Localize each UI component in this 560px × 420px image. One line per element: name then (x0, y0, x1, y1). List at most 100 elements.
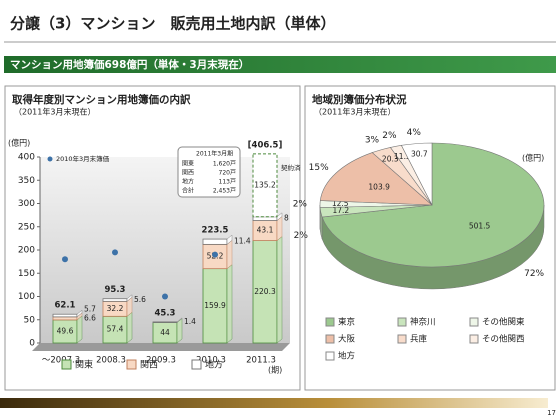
slice-percent-label: 15% (309, 163, 329, 173)
note-cell: 720戸 (219, 170, 236, 177)
slice-value-label: 12.5 (332, 199, 349, 208)
legend-label: 地方 (338, 351, 355, 362)
segment-label: 5.7 (84, 304, 96, 313)
bar-segment (202, 268, 228, 344)
bar-side (176, 317, 183, 324)
pie-slice (400, 142, 433, 206)
page-number: 17 (547, 409, 556, 417)
banner-text: マンション用地簿価698億円（単体・3月末現在） (10, 58, 249, 71)
slice-value-label: 20.3 (382, 155, 399, 164)
note-cell: 関東 (182, 160, 194, 168)
legend-label: 兵庫 (410, 334, 428, 345)
segment-label: 32.2 (107, 304, 124, 313)
slice-value-label: 17.2 (332, 206, 349, 215)
total-label: 45.3 (155, 308, 176, 318)
bar-side (126, 311, 133, 344)
bar-segment (252, 153, 278, 218)
x-tick-label: ～2007.3 (42, 356, 80, 366)
y-tick-label: 350 (18, 176, 35, 186)
legend-label: 大阪 (338, 334, 356, 345)
segment-label: 8 (284, 214, 289, 223)
bar-side (226, 239, 233, 270)
left-title: 取得年度別マンション用地簿価の内訳 (12, 93, 191, 106)
x-tick-label: 2008.3 (96, 356, 126, 366)
legend-swatch (126, 359, 137, 370)
legend-label: 地方 (205, 359, 223, 371)
bar-side (226, 264, 233, 344)
slice-value-label: 11.5 (394, 152, 411, 161)
slice-percent-label: 3% (365, 135, 380, 145)
slice-percent-label: 72% (524, 269, 544, 279)
bar-side (276, 236, 283, 344)
slice-value-label: 501.5 (469, 222, 491, 231)
note-cell: 地方 (182, 178, 194, 186)
slice-percent-label: 4% (407, 128, 422, 138)
segment-label: 6.6 (84, 313, 96, 322)
legend-label: 神奈川 (410, 317, 436, 328)
right-subtitle: （2011年3月末現在） (314, 107, 395, 117)
slice-value-label: 30.7 (411, 150, 428, 159)
legend-label: 関西 (140, 360, 158, 371)
footer-bar (0, 398, 548, 408)
y-tick-label: 300 (18, 199, 35, 209)
legend-label: その他関西 (482, 334, 525, 345)
segment-label: 159.9 (204, 301, 226, 310)
segment-label: 57.4 (107, 325, 124, 334)
y-axis-label: (億円) (8, 138, 30, 148)
x-axis-label: (期) (268, 366, 282, 375)
segment-label: 49.6 (57, 326, 74, 335)
y-tick-label: 400 (18, 153, 35, 163)
slice-percent-label: 2% (382, 131, 397, 141)
x-tick-label: 2010.3 (196, 356, 226, 366)
bar-segment (252, 216, 278, 221)
scatter-point (62, 256, 68, 263)
bar-side (276, 212, 283, 222)
right-title: 地域別簿価分布状況 (312, 93, 407, 106)
banner-bar (4, 56, 556, 73)
note-cell: 合計 (182, 187, 194, 195)
bar-segment (202, 238, 228, 245)
legend-swatch (325, 351, 335, 361)
slice-percent-label: 2% (294, 231, 309, 241)
legend-swatch (61, 359, 72, 370)
pie-slice (319, 152, 433, 206)
legend-swatch (469, 334, 479, 344)
legend-swatch (325, 334, 335, 344)
legend-label: その他関東 (482, 317, 525, 328)
y-tick-label: 100 (18, 292, 35, 302)
total-label: 95.3 (105, 285, 126, 295)
y-tick-label: 50 (24, 315, 36, 325)
total-label: [406.5] (248, 140, 283, 150)
bar-segment (152, 321, 178, 323)
segment-label: 11.4 (234, 237, 251, 246)
note-cell: 関西 (182, 170, 194, 177)
x-tick-label: 2011.3 (246, 356, 276, 366)
scatter-point (162, 293, 168, 300)
total-label: 62.1 (55, 301, 76, 311)
y-tick-label: 150 (18, 269, 35, 279)
segment-label: 43.1 (257, 226, 274, 235)
legend-marker (47, 156, 53, 162)
bar-segment (252, 240, 278, 344)
x-tick-label: 2009.3 (146, 356, 176, 366)
segment-label: 135.2 (254, 180, 276, 189)
scatter-point (112, 249, 118, 256)
note-box (177, 146, 241, 198)
bar-segment (102, 298, 128, 302)
note-cell: 113戸 (219, 179, 236, 186)
y-tick-label: 0 (29, 339, 35, 349)
note-cell: 2,453戸 (213, 188, 236, 195)
note-title: 2011年3月期 (196, 150, 233, 158)
slice-percent-label: 2% (293, 199, 308, 209)
scatter-point (212, 251, 218, 258)
legend-swatch (469, 317, 479, 327)
bar-side (76, 309, 83, 318)
note-cell: 1,620戸 (213, 161, 236, 168)
legend-label: 東京 (338, 317, 355, 328)
bar-segment (52, 313, 78, 318)
legend-swatch (397, 317, 407, 327)
plot-floor (32, 343, 290, 351)
bar-segment (52, 316, 78, 321)
segment-label: 44 (160, 328, 170, 337)
